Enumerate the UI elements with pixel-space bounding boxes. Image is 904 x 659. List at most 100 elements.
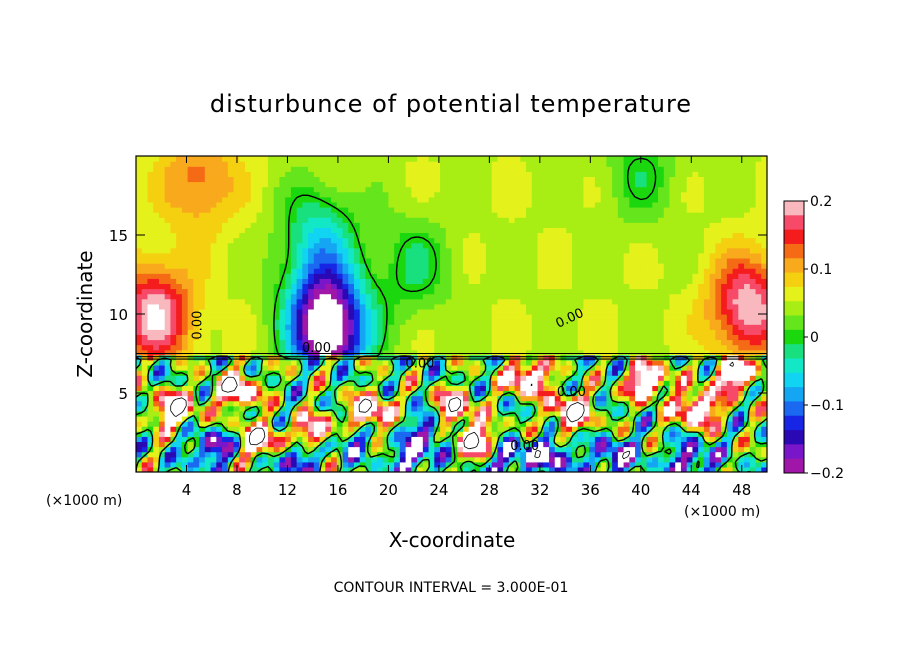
heatmap-cell [761, 461, 767, 468]
heatmap-cell [543, 339, 550, 346]
heatmap-cell [313, 319, 321, 325]
heatmap-cell [514, 298, 521, 305]
heatmap-cell [663, 461, 671, 468]
heatmap-cell [549, 314, 556, 320]
heatmap-cell [462, 314, 470, 320]
heatmap-cell [629, 293, 636, 300]
heatmap-cell [411, 319, 418, 325]
heatmap-cell [680, 268, 688, 274]
heatmap-cell [646, 344, 653, 351]
heatmap-cell [640, 446, 648, 453]
heatmap-cell [606, 451, 613, 458]
heatmap-cell [273, 375, 281, 381]
heatmap-cell [353, 314, 361, 320]
heatmap-cell [216, 303, 223, 310]
heatmap-cell [663, 405, 671, 412]
heatmap-cell [147, 329, 154, 335]
heatmap-cell [239, 329, 246, 335]
heatmap-cell [164, 257, 172, 264]
heatmap-cell [153, 288, 160, 295]
heatmap-cell [239, 426, 246, 432]
heatmap-cell [417, 334, 424, 341]
heatmap-cell [749, 242, 757, 249]
heatmap-cell [652, 395, 659, 402]
heatmap-cell [210, 456, 217, 463]
heatmap-cell [353, 456, 361, 463]
heatmap-cell [239, 461, 246, 468]
heatmap-cell [262, 349, 269, 356]
heatmap-cell [411, 431, 418, 437]
heatmap-cell [158, 380, 166, 386]
heatmap-cell [491, 390, 498, 397]
heatmap-cell [147, 375, 154, 381]
heatmap-cell [199, 237, 206, 244]
heatmap-cell [761, 349, 767, 356]
heatmap-cell [531, 446, 539, 453]
heatmap-cell [273, 451, 281, 458]
heatmap-cell [508, 283, 516, 290]
heatmap-cell [176, 237, 183, 244]
heatmap-cell [319, 461, 326, 468]
heatmap-cell [376, 375, 384, 381]
heatmap-cell [336, 283, 344, 290]
heatmap-cell [503, 380, 510, 386]
heatmap-cell [216, 314, 223, 320]
heatmap-cell [589, 314, 596, 320]
heatmap-cell [571, 334, 579, 341]
heatmap-cell [612, 370, 619, 376]
heatmap-cell [210, 319, 217, 325]
heatmap-cell [497, 329, 504, 335]
heatmap-cell [577, 324, 585, 330]
heatmap-cell [399, 257, 407, 264]
heatmap-cell [543, 385, 550, 392]
heatmap-cell [451, 257, 458, 264]
heatmap-cell [382, 339, 389, 346]
heatmap-cell [635, 324, 642, 330]
heatmap-cell [623, 431, 630, 437]
heatmap-cell [526, 334, 533, 341]
heatmap-cell [296, 456, 303, 463]
heatmap-cell [256, 436, 263, 443]
heatmap-cell [319, 364, 326, 371]
heatmap-cell [526, 247, 533, 254]
heatmap-cell [199, 288, 206, 295]
heatmap-cell [617, 329, 625, 335]
heatmap-cell [239, 319, 246, 325]
heatmap-cell [285, 385, 292, 392]
heatmap-cell [244, 354, 252, 361]
heatmap-cell [308, 237, 315, 244]
heatmap-cell [531, 344, 539, 351]
heatmap-cell [566, 268, 573, 274]
heatmap-cell [371, 268, 378, 274]
heatmap-cell [623, 278, 630, 285]
heatmap-cell [222, 370, 229, 376]
heatmap-cell [239, 451, 246, 458]
heatmap-cell [399, 441, 407, 448]
heatmap-cell [554, 359, 562, 366]
heatmap-cell [640, 370, 648, 376]
heatmap-cell [531, 247, 539, 254]
heatmap-cell [210, 461, 217, 468]
heatmap-cell [462, 349, 470, 356]
heatmap-cell [239, 252, 246, 259]
heatmap-cell [635, 349, 642, 356]
heatmap-cell [663, 242, 671, 249]
heatmap-cell [658, 456, 665, 463]
heatmap-cell [342, 344, 349, 351]
heatmap-cell [302, 380, 309, 386]
heatmap-cell [646, 421, 653, 427]
heatmap-cell [497, 308, 504, 315]
heatmap-cell [262, 288, 269, 295]
heatmap-cell [290, 436, 298, 443]
heatmap-cell [457, 268, 464, 274]
heatmap-cell [210, 334, 217, 341]
heatmap-cell [549, 257, 556, 264]
heatmap-cell [331, 283, 338, 290]
heatmap-cell [388, 354, 395, 361]
heatmap-cell [709, 375, 716, 381]
heatmap-cell [721, 370, 728, 376]
heatmap-cell [440, 359, 447, 366]
heatmap-cell [744, 359, 751, 366]
heatmap-cell [176, 252, 183, 259]
heatmap-cell [348, 364, 355, 371]
